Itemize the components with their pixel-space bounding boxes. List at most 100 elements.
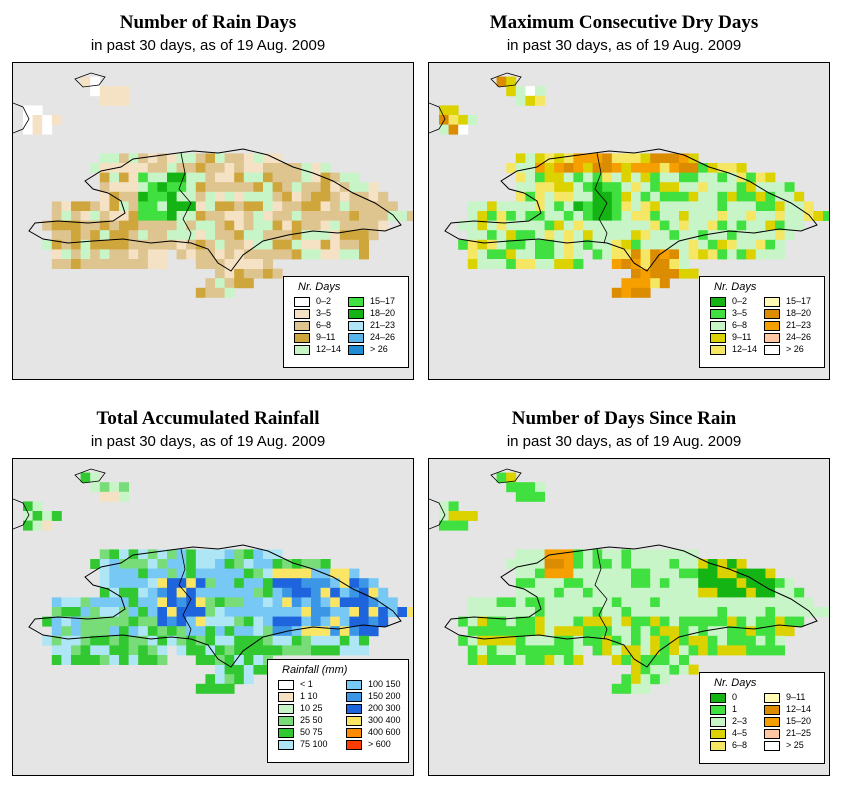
grid-cell bbox=[746, 230, 757, 241]
grid-cell bbox=[467, 239, 478, 250]
grid-cell bbox=[176, 626, 187, 637]
grid-cell bbox=[147, 230, 158, 241]
legend-swatch bbox=[764, 729, 780, 739]
grid-cell bbox=[679, 239, 689, 250]
grid-cell bbox=[707, 616, 718, 627]
grid-cell bbox=[544, 626, 555, 637]
legend-label: 6–8 bbox=[732, 740, 748, 750]
grid-cell bbox=[467, 201, 478, 212]
grid-cell bbox=[272, 153, 283, 164]
grid-cell bbox=[448, 105, 459, 116]
grid-cell bbox=[378, 607, 389, 617]
grid-cell bbox=[215, 626, 225, 637]
grid-cell bbox=[272, 172, 283, 183]
grid-cell bbox=[669, 587, 680, 598]
map-max-dry-days bbox=[429, 72, 829, 298]
grid-cell bbox=[215, 249, 225, 260]
grid-cell bbox=[339, 239, 350, 250]
legend-label: 18–20 bbox=[370, 308, 396, 318]
grid-cell bbox=[573, 191, 584, 202]
grid-cell bbox=[640, 201, 651, 212]
grid-cell bbox=[727, 249, 737, 260]
grid-cell bbox=[301, 568, 312, 579]
grid-cell bbox=[592, 549, 603, 560]
grid-cell bbox=[263, 568, 273, 579]
grid-cell bbox=[80, 201, 91, 212]
grid-cell bbox=[311, 635, 321, 646]
grid-cell bbox=[794, 201, 805, 212]
grid-cell bbox=[669, 163, 680, 173]
grid-cell bbox=[573, 549, 584, 560]
grid-cell bbox=[253, 587, 264, 598]
grid-cell bbox=[659, 220, 670, 231]
panel-days-since-rain: Number of Days Since Rain in past 30 day… bbox=[416, 396, 832, 786]
grid-cell bbox=[186, 607, 197, 617]
grid-cell bbox=[755, 587, 766, 598]
grid-cell bbox=[621, 674, 632, 685]
grid-cell bbox=[359, 597, 369, 608]
grid-cell bbox=[496, 472, 507, 483]
grid-cell bbox=[176, 549, 187, 560]
grid-cell bbox=[109, 635, 120, 646]
grid-cell bbox=[157, 635, 168, 646]
grid-cell bbox=[755, 172, 766, 183]
grid-cell bbox=[205, 249, 216, 260]
grid-cell bbox=[291, 578, 302, 589]
grid-cell bbox=[195, 172, 206, 183]
grid-cell bbox=[272, 587, 283, 598]
grid-cell bbox=[554, 559, 565, 569]
grid-cell bbox=[650, 568, 661, 579]
legend-swatch bbox=[710, 333, 726, 343]
grid-cell bbox=[195, 201, 206, 212]
grid-cell bbox=[378, 201, 389, 212]
grid-cell bbox=[243, 268, 254, 279]
grid-cell bbox=[119, 230, 129, 241]
grid-cell bbox=[573, 568, 584, 579]
grid-cell bbox=[583, 211, 593, 221]
grid-cell bbox=[496, 230, 507, 241]
grid-cell bbox=[717, 163, 728, 173]
grid-cell bbox=[515, 249, 526, 260]
grid-cell bbox=[359, 220, 369, 231]
grid-cell bbox=[727, 191, 737, 202]
legend-item: 21–23 bbox=[348, 320, 413, 332]
grid-cell bbox=[487, 635, 497, 646]
grid-cell bbox=[727, 559, 737, 569]
grid-cell bbox=[339, 230, 350, 241]
legend-swatch bbox=[294, 297, 310, 307]
legend-item: 9–11 bbox=[294, 332, 413, 344]
grid-cell bbox=[640, 655, 651, 665]
grid-cell bbox=[823, 607, 829, 617]
grid-cell bbox=[195, 635, 206, 646]
grid-cell bbox=[477, 249, 488, 260]
grid-cell bbox=[496, 655, 507, 665]
legend-label: 0–2 bbox=[316, 296, 332, 306]
grid-cell bbox=[727, 607, 737, 617]
grid-cell bbox=[698, 163, 709, 173]
grid-cell bbox=[535, 587, 545, 598]
grid-cell bbox=[263, 239, 273, 250]
grid-cell bbox=[195, 287, 206, 298]
grid-cell bbox=[224, 259, 235, 269]
grid-cell bbox=[611, 211, 622, 221]
grid-cell bbox=[765, 597, 776, 608]
legend-label: 25 50 bbox=[300, 715, 323, 725]
grid-cell bbox=[659, 549, 670, 560]
grid-cell bbox=[167, 549, 177, 560]
panel-subtitle: in past 30 days, as of 19 Aug. 2009 bbox=[90, 433, 326, 450]
grid-cell bbox=[128, 578, 139, 589]
grid-cell bbox=[243, 578, 254, 589]
legend-title: Rainfall (mm) bbox=[282, 664, 348, 676]
grid-cell bbox=[272, 578, 283, 589]
grid-cell bbox=[563, 201, 574, 212]
grid-cell bbox=[611, 568, 622, 579]
grid-cell bbox=[176, 249, 187, 260]
panel-subtitle: in past 30 days, as of 19 Aug. 2009 bbox=[506, 37, 742, 54]
grid-cell bbox=[282, 172, 293, 183]
grid-cell bbox=[61, 239, 72, 250]
grid-cell bbox=[368, 191, 379, 202]
grid-cell bbox=[138, 172, 149, 183]
grid-cell bbox=[439, 124, 449, 135]
grid-cell bbox=[650, 220, 661, 231]
